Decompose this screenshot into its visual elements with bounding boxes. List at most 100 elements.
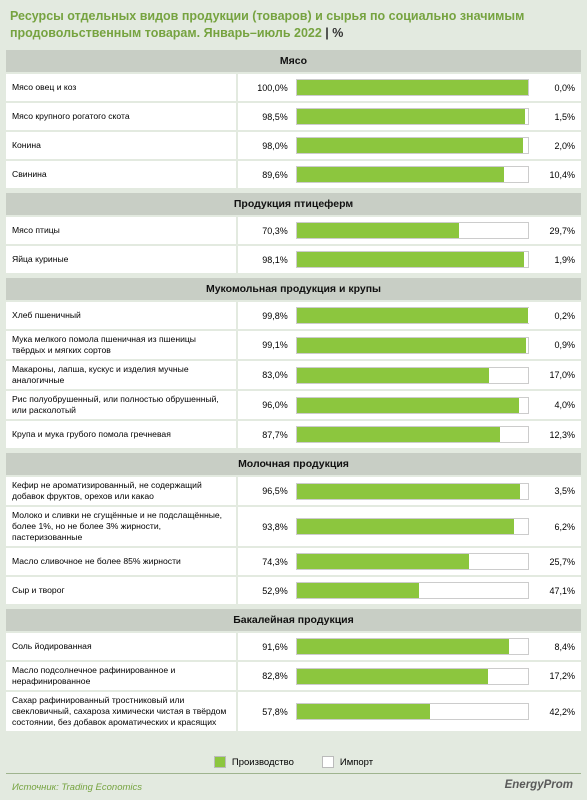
value-label: 89,6% <box>262 169 288 180</box>
category-label: Мука мелкого помола пшеничная из пшеницы… <box>6 331 239 359</box>
row: Кефир не ароматизированный, не содержащи… <box>6 477 581 505</box>
bar-track <box>295 396 530 414</box>
value-label: 74,3% <box>262 556 288 567</box>
category-label: Соль йодированная <box>6 633 239 660</box>
row: Масло подсолнечное рафинированное и нера… <box>6 662 581 690</box>
category-label: Конина <box>6 132 239 159</box>
bar-area <box>295 548 530 575</box>
row: Крупа и мука грубого помола гречневая 87,… <box>6 421 581 448</box>
bar-track <box>295 79 530 96</box>
value-label: 87,7% <box>262 429 288 440</box>
bar-segment <box>513 519 529 534</box>
category-label: Кефир не ароматизированный, не содержащи… <box>6 477 239 505</box>
bar-track <box>295 307 530 324</box>
separator: | <box>325 26 329 40</box>
row: Соль йодированная 91,6% 8,4% <box>6 633 581 660</box>
section-header: Мукомольная продукция и крупы <box>6 278 581 300</box>
legend-item: Импорт <box>321 756 373 768</box>
bar-segment <box>296 109 525 124</box>
bar-segment <box>296 252 524 267</box>
bar-segment <box>296 80 529 95</box>
bar-area <box>295 421 530 448</box>
row: Сыр и творог 52,9% 47,1% <box>6 577 581 604</box>
category-label: Сыр и творог <box>6 577 239 604</box>
bar-area <box>295 74 530 101</box>
category-label: Масло подсолнечное рафинированное и нера… <box>6 662 239 690</box>
bar-segment <box>488 668 529 684</box>
row: Мясо овец и коз 100,0% 0,0% <box>6 74 581 101</box>
bar-segment <box>524 109 529 124</box>
value-label: 25,7% <box>549 556 575 567</box>
bar-segment <box>518 397 529 413</box>
bar-segment <box>488 367 529 383</box>
row: Яйца куриные 98,1% 1,9% <box>6 246 581 273</box>
section-header: Продукция птицеферм <box>6 193 581 215</box>
legend-label: Производство <box>231 756 294 768</box>
category-label: Яйца куриные <box>6 246 239 273</box>
row: Мясо птицы 70,3% 29,7% <box>6 217 581 244</box>
bar-segment <box>296 337 526 353</box>
value-label: 0,0% <box>554 82 575 93</box>
row: Свинина 89,6% 10,4% <box>6 161 581 188</box>
category-label: Рис полуобрушенный, или полностью обруше… <box>6 391 239 419</box>
value-label: 29,7% <box>549 225 575 236</box>
category-label: Молоко и сливки не сгущённые и не подсла… <box>6 507 239 546</box>
value-label: 0,9% <box>554 340 575 350</box>
bar-area <box>295 692 530 731</box>
value-label: 3,5% <box>554 486 575 496</box>
bar-segment <box>296 223 460 238</box>
row: Рис полуобрушенный, или полностью обруше… <box>6 391 581 419</box>
value-label: 47,1% <box>549 585 575 596</box>
bar-segment <box>296 427 500 442</box>
value-label: 42,2% <box>549 706 575 717</box>
bar-area <box>295 217 530 244</box>
value-label: 1,9% <box>554 254 575 265</box>
value-label: 1,5% <box>554 111 575 122</box>
bar-area <box>295 633 530 660</box>
bar-area <box>295 477 530 505</box>
value-label: 12,3% <box>549 429 575 440</box>
bar-segment <box>430 704 529 719</box>
bar-area <box>295 577 530 604</box>
legend-swatch <box>321 756 334 768</box>
row: Хлеб пшеничный 99,8% 0,2% <box>6 302 581 329</box>
chart-title: Ресурсы отдельных видов продукции (товар… <box>10 8 570 42</box>
value-label: 8,4% <box>554 641 575 652</box>
bar-segment <box>523 138 529 153</box>
bar-track <box>295 518 530 535</box>
section-header: Бакалейная продукция <box>6 609 581 631</box>
value-label: 98,1% <box>262 254 288 265</box>
bar-area <box>295 246 530 273</box>
category-label: Макароны, лапша, кускус и изделия мучные… <box>6 361 239 389</box>
value-label: 96,5% <box>262 486 288 496</box>
value-label: 100,0% <box>257 82 288 93</box>
logo: EnergyProm <box>504 779 573 791</box>
source: Источник: Trading Economics <box>12 782 143 793</box>
bar-area <box>295 331 530 359</box>
bar-track <box>295 108 530 125</box>
value-label: 6,2% <box>554 521 575 532</box>
category-label: Сахар рафинированный тростниковый или св… <box>6 692 239 731</box>
bar-segment <box>468 554 529 569</box>
value-label: 99,8% <box>262 310 288 321</box>
bar-segment <box>296 367 489 383</box>
value-label: 4,0% <box>554 400 575 410</box>
bar-segment <box>296 397 519 413</box>
value-label: 0,2% <box>554 310 575 321</box>
row: Макароны, лапша, кускус и изделия мучные… <box>6 361 581 389</box>
bar-area <box>295 507 530 546</box>
category-label: Свинина <box>6 161 239 188</box>
bar-area <box>295 132 530 159</box>
bar-segment <box>296 483 520 499</box>
section-header: Мясо <box>6 50 581 72</box>
title-text: Ресурсы отдельных видов продукции (товар… <box>10 9 525 40</box>
category-label: Масло сливочное не более 85% жирности <box>6 548 239 575</box>
bar-segment <box>296 554 469 569</box>
row: Молоко и сливки не сгущённые и не подсла… <box>6 507 581 546</box>
value-label: 52,9% <box>262 585 288 596</box>
unit: % <box>332 26 344 40</box>
bar-area <box>295 103 530 130</box>
bar-segment <box>519 483 529 499</box>
bar-segment <box>296 583 420 598</box>
